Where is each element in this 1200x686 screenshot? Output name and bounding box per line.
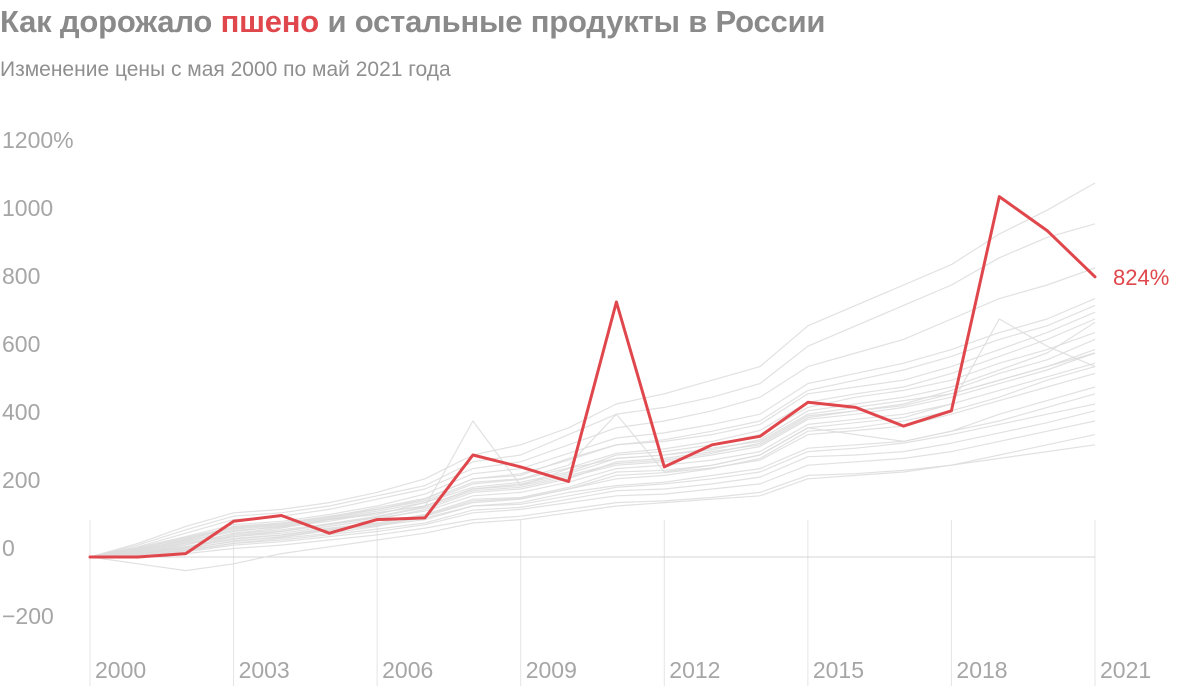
background-series-line	[89, 298, 1096, 558]
background-series-line	[89, 352, 1096, 558]
background-series-line	[89, 434, 1096, 558]
background-series-line	[89, 403, 1096, 558]
x-tick-label: 2003	[239, 657, 290, 683]
background-series-line	[89, 311, 1096, 558]
background-series-line	[89, 223, 1096, 558]
background-series-line	[89, 338, 1096, 558]
background-series-line	[89, 444, 1096, 572]
background-series-line	[89, 362, 1096, 558]
x-tick-label: 2021	[1100, 657, 1151, 683]
background-series-line	[89, 420, 1096, 558]
y-tick-label: 400	[2, 399, 40, 425]
x-tick-label: 2009	[526, 657, 577, 683]
highlight-series-line	[88, 195, 1097, 559]
y-tick-label: 800	[2, 263, 40, 289]
y-tick-label: 1200%	[2, 127, 74, 153]
x-tick-label: 2015	[813, 657, 864, 683]
background-series-line	[89, 349, 1096, 558]
background-series-line	[89, 410, 1096, 558]
y-tick-label: 600	[2, 331, 40, 357]
background-series-line	[89, 386, 1096, 558]
background-series-line	[89, 372, 1096, 558]
background-series-line	[89, 304, 1096, 558]
background-series-line	[89, 321, 1096, 558]
highlight-end-label: 824%	[1113, 265, 1169, 290]
x-tick-label: 2006	[382, 657, 433, 683]
x-tick-label: 2012	[669, 657, 720, 683]
chart-subtitle: Изменение цены с мая 2000 по май 2021 го…	[0, 58, 451, 81]
background-series-line	[89, 182, 1096, 558]
x-tick-label: 2018	[956, 657, 1007, 683]
y-tick-label: −200	[2, 603, 54, 629]
chart-title: Как дорожало пшено и остальные продукты …	[0, 4, 825, 40]
title-part-1: Как дорожало	[0, 4, 221, 39]
y-tick-label: 200	[2, 467, 40, 493]
background-series-line	[89, 366, 1096, 558]
title-part-2: и остальные продукты в России	[319, 4, 826, 39]
y-tick-label: 0	[2, 535, 15, 561]
x-tick-label: 2000	[95, 657, 146, 683]
y-tick-label: 1000	[2, 195, 53, 221]
background-series-line	[89, 318, 1096, 558]
title-highlight: пшено	[220, 4, 320, 39]
background-series-line	[89, 318, 1096, 558]
